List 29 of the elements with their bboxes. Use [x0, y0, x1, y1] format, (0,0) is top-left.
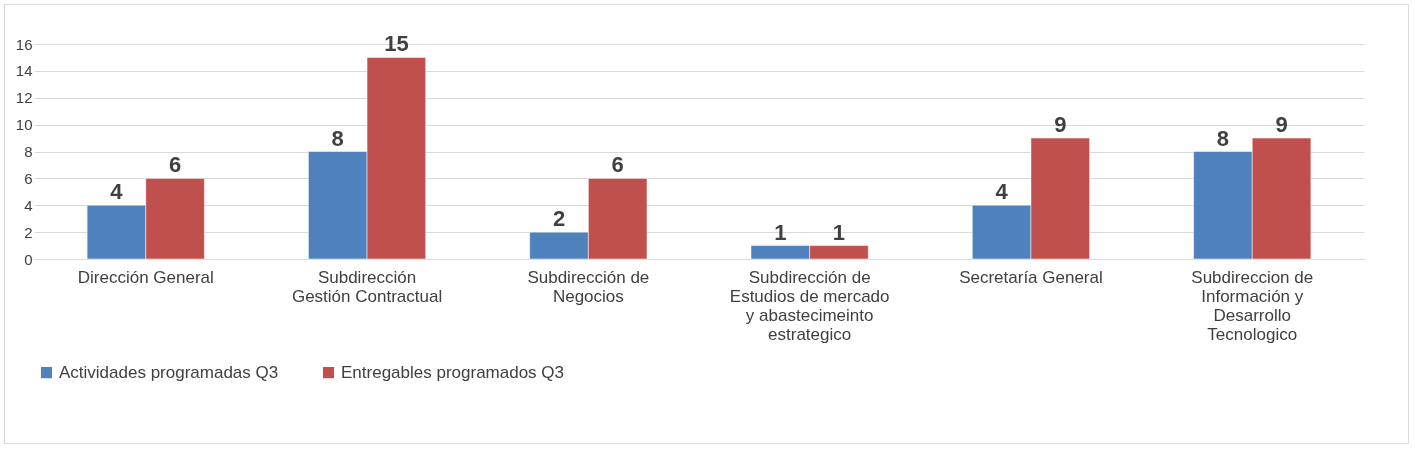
y-tick-label: 16 — [15, 35, 33, 53]
x-tick-label: Subdirección de Estudios de mercado y abastecimeinto estrategico — [729, 267, 890, 344]
data-label: 15 — [384, 31, 409, 57]
legend-label: Actividades programadas Q3 — [59, 362, 279, 382]
data-label: 9 — [1054, 112, 1067, 138]
data-label: 9 — [1275, 112, 1288, 138]
y-tick-label: 14 — [15, 62, 33, 80]
data-label: 2 — [552, 206, 566, 232]
y-tick-label: 10 — [15, 116, 33, 134]
x-tick-label: Secretaría General — [959, 267, 1103, 287]
data-label: 8 — [331, 125, 344, 151]
data-label: 6 — [168, 152, 182, 178]
x-tick-label: Subdirección de Negocios — [527, 267, 650, 306]
x-tick-label: Subdirección Gestión Contractual — [291, 267, 443, 306]
legend-label: Entregables programados Q3 — [341, 362, 565, 382]
data-label: 8 — [1216, 125, 1230, 151]
y-tick-label: 2 — [24, 223, 33, 241]
data-label: 1 — [832, 219, 846, 245]
y-tick-label: 8 — [24, 143, 33, 160]
y-tick-label: 6 — [24, 169, 33, 187]
y-tick-label: 0 — [24, 250, 33, 268]
data-label: 4 — [995, 179, 1009, 205]
y-tick-label: 12 — [15, 89, 33, 107]
x-tick-label: Subdireccion de Información y Desarrollo Tecnologico — [1191, 267, 1314, 344]
y-tick-label: 4 — [24, 196, 33, 214]
x-tick-label: Dirección General — [77, 267, 214, 287]
data-label: 1 — [774, 219, 787, 245]
data-label: 6 — [611, 152, 624, 178]
data-label: 4 — [110, 179, 124, 205]
